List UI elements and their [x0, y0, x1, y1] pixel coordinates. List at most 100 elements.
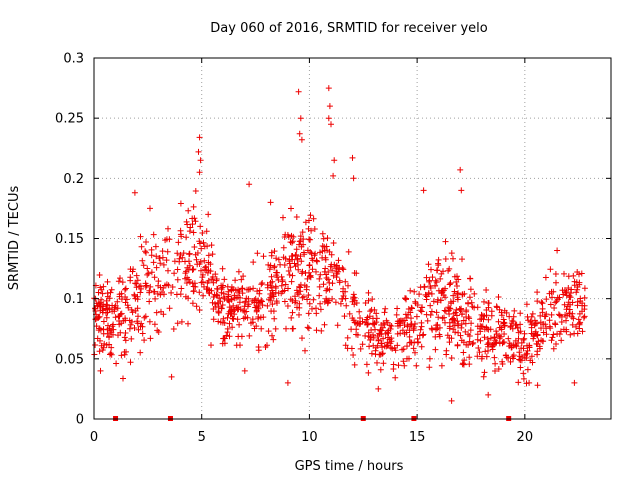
data-point — [532, 320, 539, 327]
data-point — [367, 308, 374, 315]
data-point — [404, 323, 411, 330]
data-point — [546, 317, 553, 324]
data-point — [550, 345, 557, 352]
data-point — [165, 225, 171, 232]
chart-title: Day 060 of 2016, SRMTID for receiver yel… — [210, 21, 487, 36]
data-point — [280, 214, 286, 221]
data-point — [253, 299, 260, 306]
data-point — [309, 255, 315, 262]
data-point — [256, 290, 263, 297]
data-point — [141, 314, 148, 321]
data-point — [152, 295, 159, 302]
data-point — [183, 234, 190, 241]
data-point — [283, 325, 289, 332]
data-point — [225, 293, 232, 300]
data-point — [244, 286, 250, 293]
data-point — [320, 281, 327, 288]
data-point — [549, 294, 555, 301]
data-point — [200, 239, 207, 246]
data-point — [453, 279, 460, 285]
data-points — [91, 85, 588, 404]
data-point — [343, 302, 350, 309]
data-point — [454, 318, 461, 325]
data-point — [454, 283, 460, 289]
data-point — [506, 343, 513, 350]
data-point — [306, 273, 313, 280]
data-point — [107, 289, 114, 296]
data-point — [96, 272, 103, 278]
data-point — [436, 331, 443, 338]
data-point — [186, 251, 193, 258]
data-point — [301, 251, 308, 258]
data-point — [132, 307, 139, 314]
data-point — [546, 290, 553, 297]
data-point — [520, 375, 527, 382]
data-point — [438, 288, 445, 295]
data-point — [314, 258, 321, 265]
data-point — [185, 207, 192, 214]
data-point — [332, 299, 339, 306]
y-tick-label: 0.1 — [63, 292, 84, 307]
data-point — [113, 360, 120, 367]
data-point — [321, 268, 328, 275]
data-point — [539, 300, 546, 307]
data-point — [298, 258, 305, 265]
data-point — [264, 302, 271, 309]
data-point — [332, 265, 339, 272]
data-point — [383, 317, 390, 324]
data-point — [456, 306, 463, 312]
data-point — [214, 292, 221, 299]
data-point — [434, 267, 441, 274]
data-point — [268, 249, 275, 256]
data-point — [183, 218, 190, 225]
data-point — [127, 359, 134, 366]
data-point — [193, 303, 200, 310]
data-point — [325, 276, 332, 283]
x-tick-label: 15 — [409, 430, 426, 445]
data-point — [142, 313, 149, 320]
data-point — [316, 292, 323, 299]
data-point — [339, 265, 346, 272]
data-point — [390, 361, 397, 368]
data-point — [307, 212, 314, 219]
data-point — [459, 361, 466, 368]
data-point — [173, 291, 180, 298]
data-point — [416, 291, 423, 298]
data-point — [535, 338, 542, 345]
data-point — [269, 287, 276, 294]
data-point — [319, 248, 326, 255]
data-point — [319, 230, 326, 237]
data-point — [563, 317, 569, 324]
data-point — [401, 331, 408, 337]
data-point — [322, 256, 329, 263]
data-point — [160, 285, 167, 291]
data-point — [418, 323, 425, 330]
data-point — [318, 327, 325, 334]
data-point — [461, 357, 468, 364]
data-point — [524, 313, 531, 320]
data-point — [499, 358, 506, 365]
data-point — [458, 187, 465, 194]
data-point — [373, 344, 379, 351]
data-point — [334, 270, 341, 277]
data-point — [196, 134, 203, 141]
data-point — [503, 309, 510, 316]
data-point — [206, 287, 213, 294]
y-tick-label: 0.3 — [63, 52, 84, 67]
data-point — [121, 351, 128, 358]
data-point — [131, 189, 138, 196]
data-point — [579, 328, 586, 335]
data-point — [126, 325, 133, 332]
data-point — [288, 205, 294, 212]
data-point — [289, 239, 295, 246]
data-point — [284, 379, 291, 386]
data-point — [569, 299, 576, 306]
data-point — [348, 345, 355, 352]
data-point — [459, 256, 465, 263]
data-point — [447, 298, 454, 305]
data-point — [547, 266, 554, 273]
data-point — [313, 268, 319, 275]
data-point — [296, 238, 303, 245]
data-point — [146, 318, 153, 325]
data-point — [329, 295, 336, 302]
